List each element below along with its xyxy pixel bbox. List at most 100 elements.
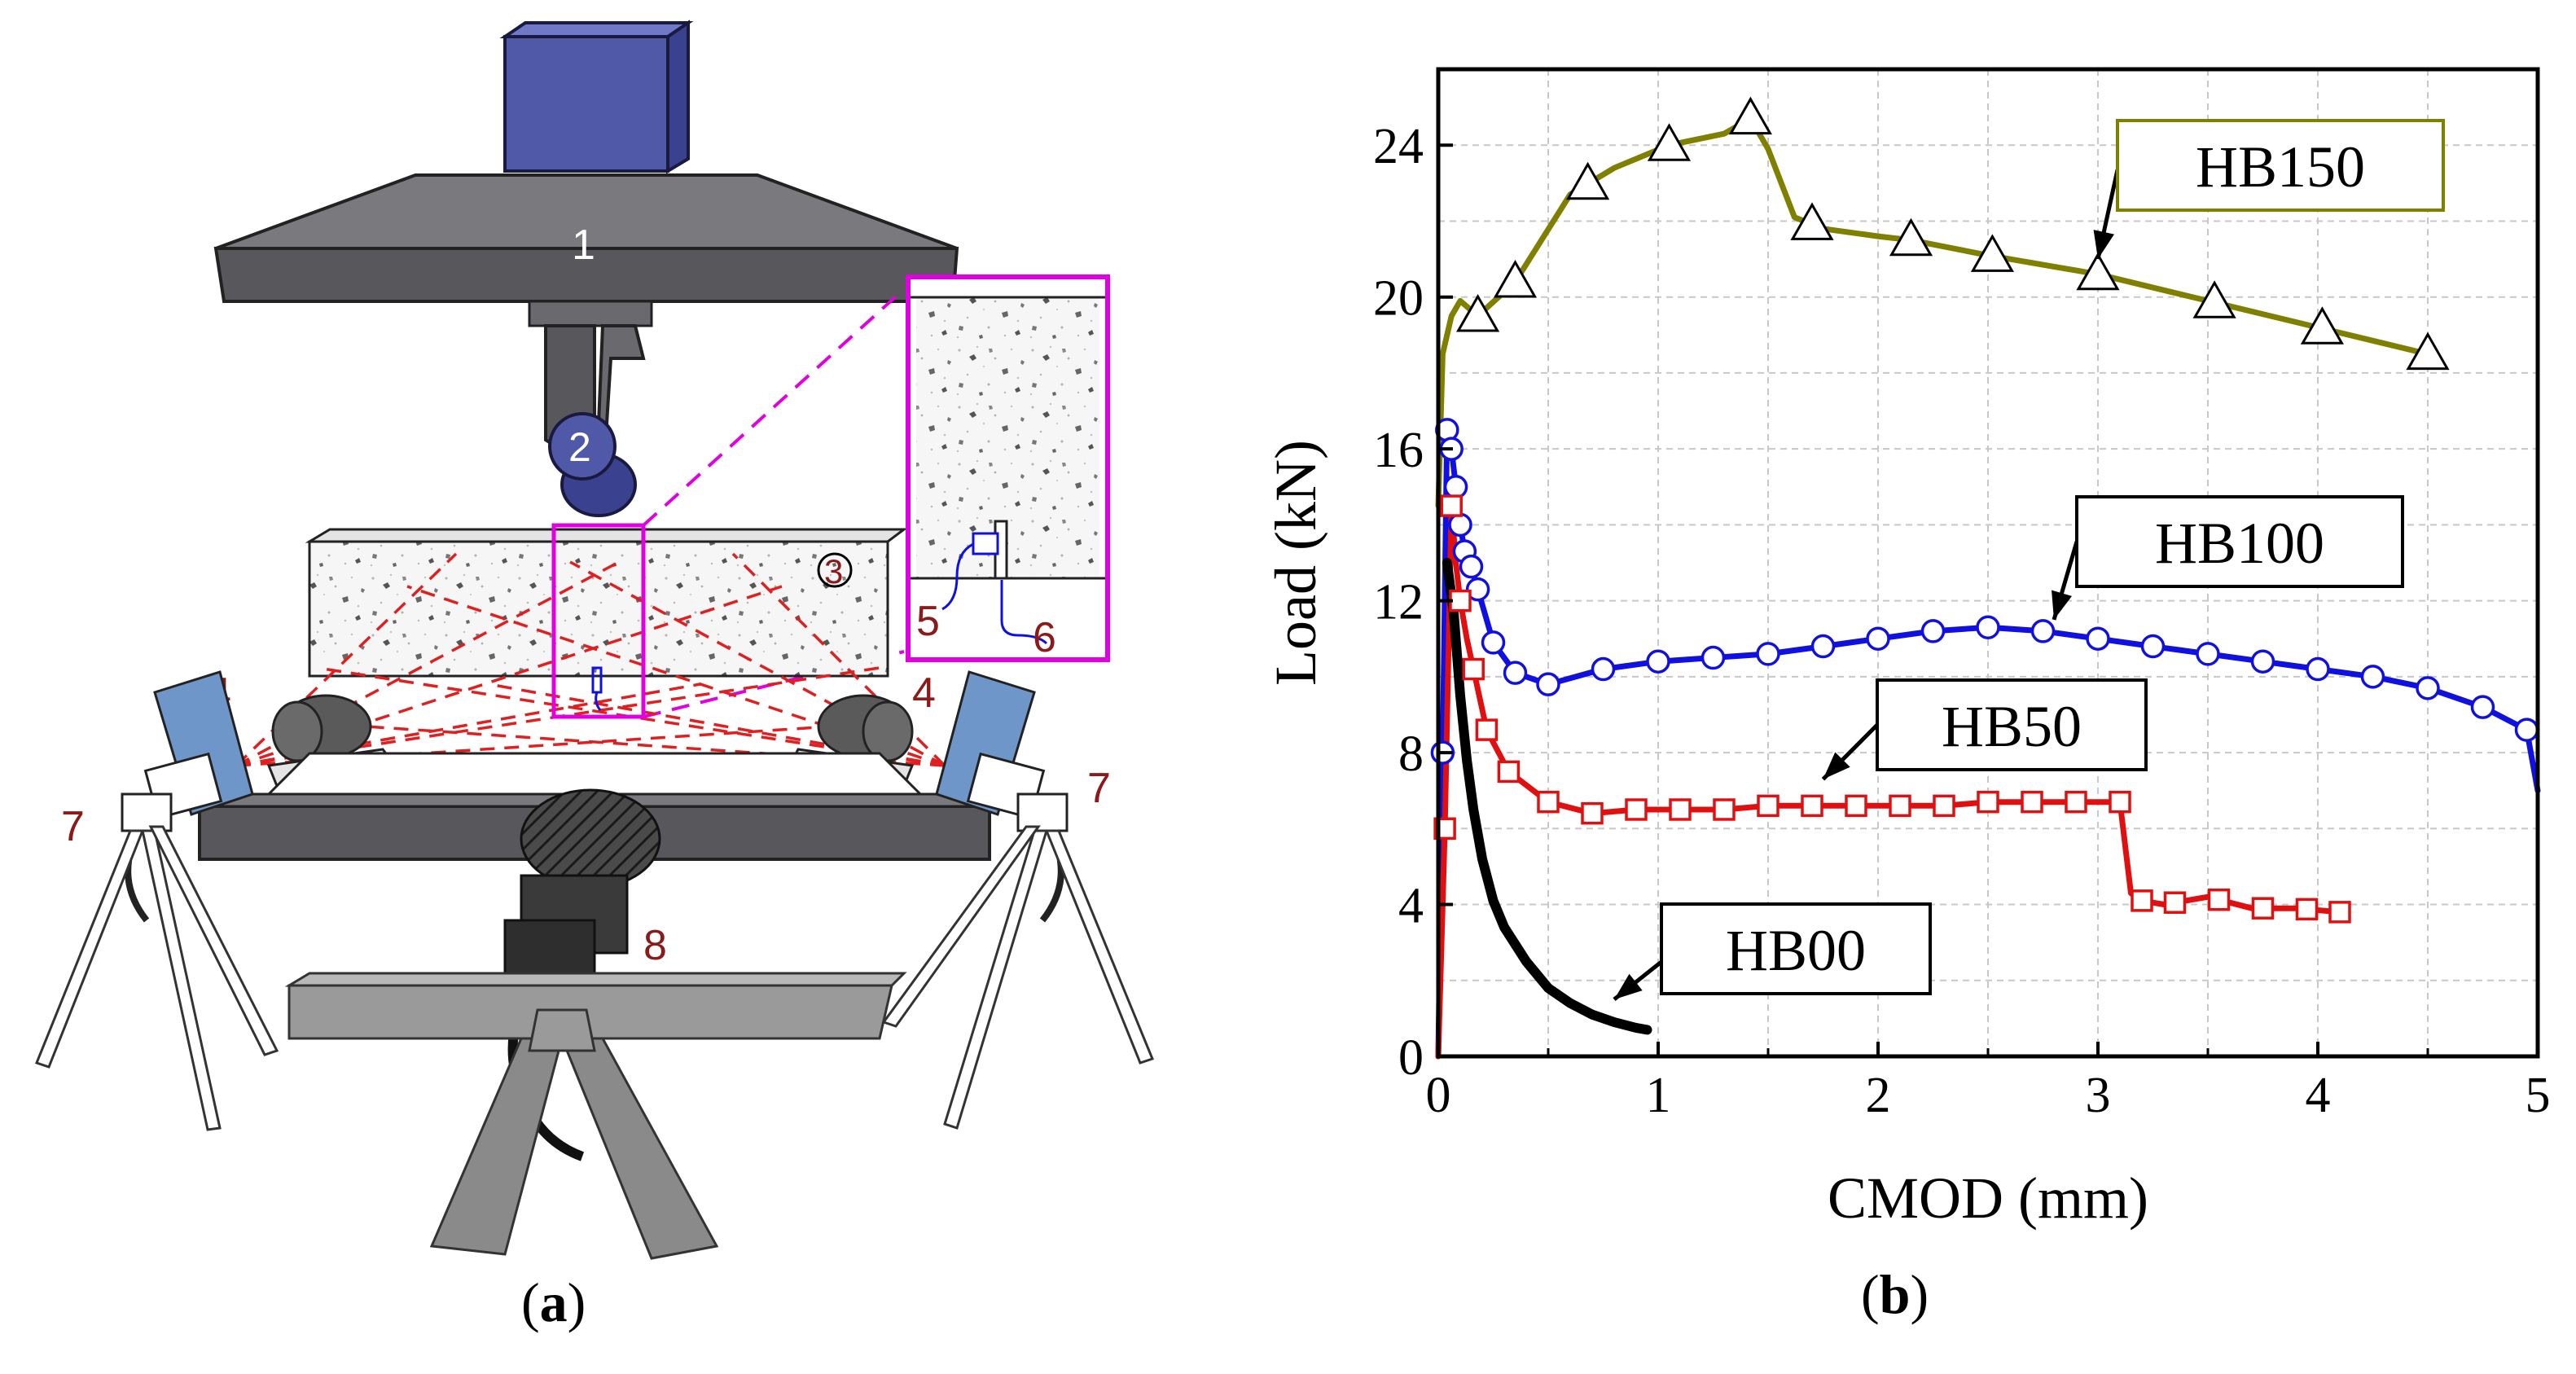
inset-source-box: [551, 523, 646, 719]
x-tick-label: 5: [2526, 1068, 2551, 1123]
y-tick-label: 24: [1373, 119, 1424, 174]
marker-hb100: [2306, 656, 2330, 682]
marker-hb50: [1449, 589, 1472, 612]
x-tick-label: 0: [1426, 1068, 1451, 1123]
marker-hb50: [1845, 794, 1867, 818]
callout-4-right: 4: [912, 669, 936, 717]
marker-hb100: [1536, 672, 1560, 696]
annotation-box: [1876, 678, 2148, 771]
inset-detail: [906, 274, 1110, 662]
annotation-box: [2075, 495, 2404, 588]
marker-hb100: [1448, 512, 1472, 538]
annotation-label-hb150: HB150: [2196, 134, 2365, 200]
marker-hb50: [1497, 760, 1521, 784]
clip-gauge-small: [591, 666, 603, 711]
callout-7-left: 7: [61, 803, 85, 850]
actuator-block: [499, 20, 694, 174]
marker-hb50: [2163, 891, 2187, 914]
marker-hb100: [2470, 695, 2495, 719]
y-tick-label: 4: [1398, 879, 1424, 934]
marker-hb100: [1503, 661, 1528, 685]
marker-hb100: [1976, 615, 2000, 639]
marker-hb50: [1757, 794, 1780, 818]
marker-hb100: [1646, 649, 1670, 674]
marker-hb50: [2295, 898, 2319, 921]
marker-hb100: [2250, 649, 2275, 674]
callout-8: 8: [643, 922, 667, 969]
marker-hb50: [2021, 790, 2043, 814]
annotation-label-hb00: HB00: [1726, 918, 1866, 983]
y-tick-label: 16: [1373, 423, 1424, 478]
marker-hb100: [2514, 718, 2539, 742]
marker-hb50: [1581, 801, 1604, 825]
marker-hb100: [1591, 656, 1616, 682]
marker-hb100: [1443, 475, 1468, 499]
series-line-hb00: [1442, 558, 1652, 1035]
marker-hb50: [2065, 790, 2087, 814]
annotation-arrowhead: [2052, 590, 2073, 620]
concrete-beam: [305, 528, 908, 678]
annotation-box: [2116, 119, 2445, 212]
callout-1: 1: [572, 222, 595, 269]
marker-hb50: [1625, 798, 1648, 821]
marker-hb150: [1790, 202, 1834, 240]
marker-hb100: [2140, 634, 2166, 659]
marker-hb100: [1481, 630, 1506, 655]
marker-hb150: [1647, 123, 1692, 161]
marker-hb100: [1866, 626, 1890, 651]
marker-hb100: [2196, 642, 2220, 666]
loading-roller: [548, 412, 637, 517]
marker-hb50: [1462, 657, 1485, 681]
marker-hb100: [1810, 634, 1836, 659]
x-tick-label: 2: [1866, 1068, 1891, 1123]
marker-hb150: [1728, 96, 1772, 135]
y-tick-label: 0: [1398, 1030, 1424, 1086]
x-tick-label: 1: [1646, 1068, 1671, 1123]
x-tick-label: 4: [2306, 1068, 2331, 1123]
camera-7-right: [881, 670, 1154, 1130]
marker-hb150: [1970, 234, 2014, 272]
marker-hb150: [1456, 293, 1500, 332]
marker-hb100: [2030, 619, 2056, 643]
callout-5: 5: [916, 598, 940, 645]
panel-b-caption: (b): [1861, 1263, 1929, 1325]
marker-hb150: [2406, 331, 2450, 371]
marker-hb50: [1801, 794, 1823, 818]
marker-hb150: [2300, 306, 2344, 345]
marker-hb50: [2251, 897, 2275, 920]
callout-7-right: 7: [1087, 765, 1111, 812]
annotation-label-hb50: HB50: [1942, 694, 2082, 759]
marker-hb150: [1566, 161, 1610, 200]
annotation-arrowhead: [1823, 752, 1850, 779]
annotation-box: [1660, 902, 1932, 995]
marker-hb50: [1475, 718, 1499, 741]
marker-hb100: [1920, 619, 1946, 643]
callout-3: 3: [824, 552, 843, 590]
y-tick-label: 20: [1373, 271, 1424, 327]
marker-hb100: [1459, 554, 1484, 579]
x-tick-label: 3: [2086, 1068, 2111, 1123]
marker-hb50: [1537, 790, 1560, 814]
marker-hb100: [2086, 626, 2110, 651]
marker-hb50: [2207, 888, 2231, 911]
camera-7-left: [35, 670, 279, 1131]
callout-2: 2: [568, 424, 591, 470]
y-tick-label: 8: [1398, 727, 1424, 782]
marker-hb150: [2076, 252, 2120, 291]
marker-hb50: [1933, 794, 1955, 818]
marker-hb50: [1440, 494, 1463, 517]
annotation-arrowhead: [1614, 973, 1643, 1000]
marker-hb100: [2416, 676, 2440, 700]
tripod-center: [284, 972, 907, 1260]
marker-hb50: [2328, 901, 2351, 924]
marker-hb50: [2131, 889, 2153, 912]
panel-a-caption-letter: a: [539, 1271, 568, 1333]
marker-hb100: [1465, 577, 1490, 602]
marker-hb150: [1493, 260, 1538, 298]
y-axis-label: Load (kN): [1263, 440, 1328, 686]
marker-hb50: [2109, 790, 2131, 814]
callout-3-ring: [817, 552, 853, 588]
x-axis-label: CMOD (mm): [1828, 1165, 2148, 1231]
